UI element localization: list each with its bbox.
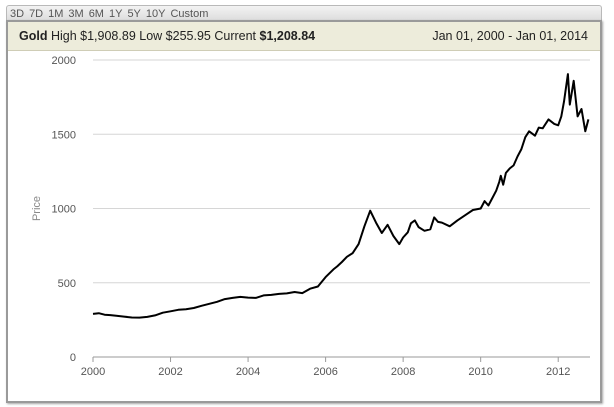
chart-panel: Gold High $1,908.89 Low $255.95 Current … (6, 20, 602, 403)
range-3d-button[interactable]: 3D (10, 7, 25, 20)
high-label: High (50, 29, 77, 43)
x-tick-label: 2010 (468, 366, 492, 378)
x-tick-label: 2008 (391, 366, 415, 378)
low-value: $255.95 (165, 29, 211, 43)
x-tick-label: 2012 (546, 366, 570, 378)
low-label: Low (139, 29, 163, 43)
y-tick-label: 0 (70, 352, 76, 364)
range-1y-button[interactable]: 1Y (108, 7, 123, 20)
range-10y-button[interactable]: 10Y (145, 7, 166, 20)
range-6m-button[interactable]: 6M (88, 7, 104, 20)
range-5y-button[interactable]: 5Y (127, 7, 141, 20)
range-1m-button[interactable]: 1M (48, 7, 64, 20)
range-custom-button[interactable]: Custom (170, 7, 209, 20)
x-tick-label: 2006 (313, 366, 337, 378)
current-label: Current (214, 29, 257, 43)
y-tick-label: 2000 (52, 55, 76, 67)
chart-header: Gold High $1,908.89 Low $255.95 Current … (8, 22, 600, 51)
y-tick-label: 1000 (52, 204, 76, 216)
x-tick-label: 2004 (236, 366, 260, 378)
x-tick-label: 2000 (81, 366, 105, 378)
y-tick-label: 1500 (52, 129, 76, 141)
range-7d-button[interactable]: 7D (29, 7, 44, 20)
current-value: $1,208.84 (259, 29, 316, 43)
price-series-line (92, 73, 590, 319)
y-axis-label: Price (31, 196, 43, 221)
range-3m-button[interactable]: 3M (68, 7, 84, 20)
range-selector: 3D 7D 1M 3M 6M 1Y 5Y 10Y Custom (6, 5, 602, 21)
asset-name: Gold (19, 29, 48, 43)
y-tick-label: 500 (58, 278, 76, 290)
date-range: Jan 01, 2000 - Jan 01, 2014 (432, 29, 588, 43)
price-summary: Gold High $1,908.89 Low $255.95 Current … (19, 29, 315, 43)
x-tick-label: 2002 (158, 366, 182, 378)
high-value: $1,908.89 (80, 29, 136, 43)
